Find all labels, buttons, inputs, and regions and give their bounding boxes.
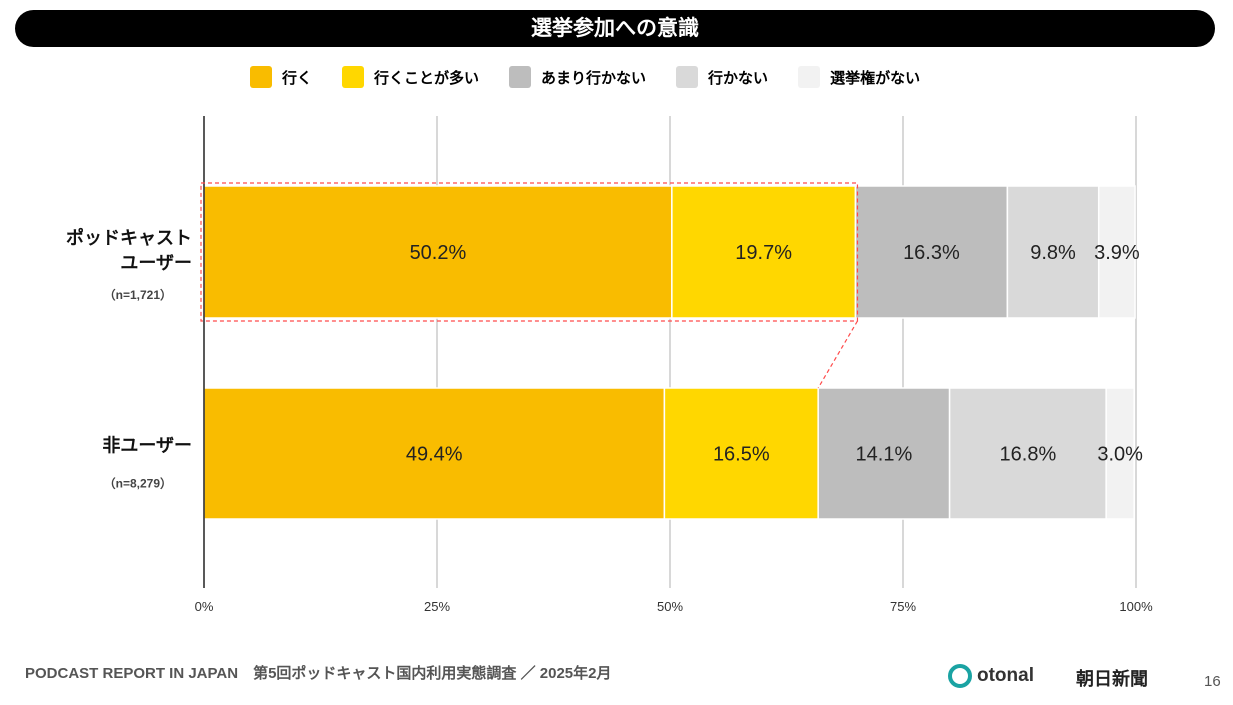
category-label: 非ユーザー — [102, 435, 192, 456]
footer-text: PODCAST REPORT IN JAPAN 第5回ポッドキャスト国内利用実態… — [25, 665, 612, 682]
otonal-ring-icon — [948, 664, 972, 688]
legend-label: 選挙権がない — [830, 69, 921, 87]
stacked-bar-chart: 0% 25% 50% 75% 100% 50.2% 19.7% 16.3% 9.8% 3.9% ポッ… — [66, 116, 1153, 614]
data-label: 16.3% — [903, 242, 960, 264]
bar-segment — [948, 387, 1107, 520]
legend-swatch — [676, 66, 699, 88]
legend-label: 行く — [282, 69, 313, 87]
bar-segment — [671, 185, 857, 319]
legend-item: 行く — [250, 66, 312, 88]
category-n: （n=8,279） — [104, 476, 172, 491]
x-tick-label: 50% — [657, 599, 683, 614]
highlight-connector — [817, 320, 858, 389]
legend-swatch — [250, 66, 272, 88]
data-label: 16.5% — [713, 444, 770, 466]
legend-label: あまり行かない — [541, 69, 647, 87]
chart-title: 選挙参加への意識 — [15, 10, 1215, 47]
category-label-line1: ポッドキャスト — [66, 227, 192, 248]
data-label: 3.0% — [1097, 444, 1143, 466]
page-number: 16 — [1204, 673, 1221, 690]
legend-label: 行かない — [708, 69, 769, 87]
bar-segment — [817, 387, 951, 520]
data-label: 49.4% — [406, 444, 463, 466]
x-tick-label: 100% — [1119, 599, 1153, 614]
legend-item: 行かない — [676, 66, 768, 88]
bar-segment — [1097, 185, 1136, 319]
category-n: （n=1,721） — [104, 287, 172, 302]
data-label: 16.8% — [1000, 444, 1057, 466]
x-tick-label: 25% — [424, 599, 450, 614]
legend-swatch — [509, 66, 532, 88]
data-label: 19.7% — [735, 242, 792, 264]
asahi-logo: 朝日新聞 — [1076, 669, 1148, 689]
otonal-logo-text: otonal — [977, 665, 1034, 686]
data-label: 14.1% — [856, 444, 913, 466]
highlight-box — [200, 182, 859, 322]
legend-item: 選挙権がない — [798, 66, 920, 88]
legend-item: あまり行かない — [509, 66, 646, 88]
x-tick-label: 75% — [890, 599, 916, 614]
legend: 行く 行くことが多い あまり行かない 行かない 選挙権がない — [250, 66, 950, 88]
data-label: 9.8% — [1030, 242, 1076, 264]
legend-swatch — [342, 66, 365, 88]
category-label-line2: ユーザー — [120, 253, 192, 273]
legend-item: 行くことが多い — [342, 66, 479, 88]
data-label: 50.2% — [410, 242, 467, 264]
otonal-logo: otonal — [948, 664, 1034, 688]
legend-label: 行くことが多い — [374, 69, 480, 87]
x-tick-label: 0% — [195, 599, 214, 614]
bar-segment — [854, 185, 1009, 319]
legend-swatch — [798, 66, 821, 88]
bar-segment — [1006, 185, 1100, 319]
bar-segment — [663, 387, 819, 520]
bar-segment — [1105, 387, 1135, 520]
data-label: 3.9% — [1094, 242, 1140, 264]
